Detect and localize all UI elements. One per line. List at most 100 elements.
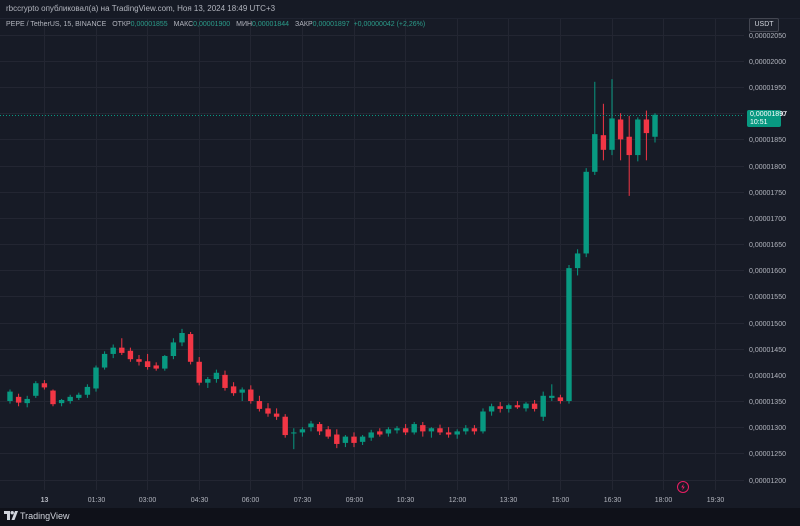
candle-body — [248, 389, 254, 402]
symbol-name[interactable]: PEPE / TetherUS, 15, BINANCE — [6, 21, 107, 28]
candle[interactable] — [368, 429, 374, 441]
candle[interactable] — [428, 427, 435, 438]
candle[interactable] — [514, 401, 521, 409]
candle[interactable] — [196, 357, 202, 386]
candle[interactable] — [394, 426, 400, 434]
candle[interactable] — [179, 328, 185, 347]
candle-body — [67, 396, 73, 402]
candle[interactable] — [600, 103, 607, 161]
candle[interactable] — [342, 435, 349, 448]
candle[interactable] — [420, 421, 426, 437]
candle[interactable] — [540, 391, 546, 421]
candle[interactable] — [463, 425, 469, 435]
candle[interactable] — [153, 362, 159, 371]
time-tick-label: 12:00 — [449, 497, 467, 504]
candle[interactable] — [101, 351, 108, 370]
candle[interactable] — [583, 168, 589, 258]
candle[interactable] — [523, 402, 529, 412]
candle[interactable] — [7, 389, 13, 404]
candle[interactable] — [592, 81, 598, 175]
candle[interactable] — [566, 264, 572, 404]
candle-body — [325, 429, 331, 437]
candle[interactable] — [557, 394, 564, 404]
candle[interactable] — [437, 424, 443, 436]
currency-button[interactable]: USDT — [749, 18, 779, 32]
candle[interactable] — [144, 353, 151, 370]
candle-body — [411, 424, 417, 433]
candle[interactable] — [67, 394, 73, 404]
candle[interactable] — [359, 435, 366, 445]
candle[interactable] — [316, 421, 323, 436]
time-tick-label: 06:00 — [242, 497, 260, 504]
candle[interactable] — [93, 365, 99, 392]
candle[interactable] — [454, 429, 460, 439]
candle[interactable] — [643, 110, 650, 161]
candle[interactable] — [248, 385, 254, 404]
candle[interactable] — [282, 414, 288, 438]
candle[interactable] — [110, 344, 116, 359]
candle[interactable] — [58, 398, 65, 407]
candle[interactable] — [291, 428, 297, 450]
candle-body — [351, 436, 357, 443]
tradingview-logo[interactable]: TradingView — [4, 511, 70, 521]
price-tick-label: 0,00001850 — [749, 137, 786, 144]
candle[interactable] — [308, 420, 314, 432]
candle[interactable] — [626, 115, 632, 196]
candle[interactable] — [506, 403, 512, 413]
candle-body — [549, 395, 555, 398]
candle[interactable] — [497, 402, 503, 413]
price-tick-label: 0,00001950 — [749, 85, 786, 92]
candle[interactable] — [325, 426, 331, 439]
candle[interactable] — [230, 382, 237, 396]
candle[interactable] — [385, 427, 392, 437]
candle[interactable] — [136, 354, 142, 366]
candle[interactable] — [213, 369, 220, 383]
lightning-icon[interactable] — [676, 480, 690, 494]
candle[interactable] — [187, 331, 194, 365]
candle[interactable] — [41, 380, 48, 390]
candle[interactable] — [15, 393, 22, 407]
time-tick-label: 01:30 — [88, 497, 106, 504]
candle[interactable] — [119, 338, 125, 355]
candle[interactable] — [402, 424, 409, 436]
candle[interactable] — [24, 395, 30, 408]
candle[interactable] — [609, 79, 615, 156]
candle[interactable] — [531, 399, 538, 412]
candle[interactable] — [265, 403, 271, 417]
candle[interactable] — [549, 384, 555, 402]
price-tick-label: 0,00001800 — [749, 164, 786, 171]
candle[interactable] — [377, 428, 383, 437]
candle[interactable] — [480, 408, 486, 434]
candle[interactable] — [239, 387, 245, 402]
candle-body — [196, 361, 202, 383]
candle[interactable] — [299, 427, 306, 437]
candle[interactable] — [33, 381, 39, 398]
candle[interactable] — [635, 117, 641, 162]
candle[interactable] — [273, 408, 280, 420]
candle[interactable] — [574, 249, 581, 276]
candle[interactable] — [652, 113, 658, 143]
candle[interactable] — [222, 370, 228, 391]
candle[interactable] — [76, 392, 82, 400]
candle[interactable] — [162, 354, 168, 371]
candle[interactable] — [170, 338, 177, 360]
candle[interactable] — [84, 384, 91, 398]
candle[interactable] — [205, 376, 211, 388]
candle[interactable] — [334, 429, 340, 449]
close-label: ЗАКР — [294, 21, 313, 28]
candle[interactable] — [351, 432, 357, 448]
candle[interactable] — [256, 395, 263, 412]
candle[interactable] — [411, 421, 417, 435]
candle[interactable] — [445, 427, 452, 438]
candle[interactable] — [50, 389, 56, 407]
open-value: 0,00001855 — [130, 21, 168, 28]
candle[interactable] — [617, 113, 624, 161]
candle[interactable] — [471, 425, 478, 435]
last-price-tag: 0,00001897 10:51 — [747, 110, 787, 127]
candle[interactable] — [127, 347, 134, 362]
candle[interactable] — [488, 403, 495, 416]
candle-body — [119, 347, 125, 353]
candle-body — [205, 379, 211, 383]
candlestick-chart[interactable]: 0,00001200 0,00001250 0,00001300 0,00001350… — [0, 0, 800, 508]
candle-body — [566, 268, 572, 402]
